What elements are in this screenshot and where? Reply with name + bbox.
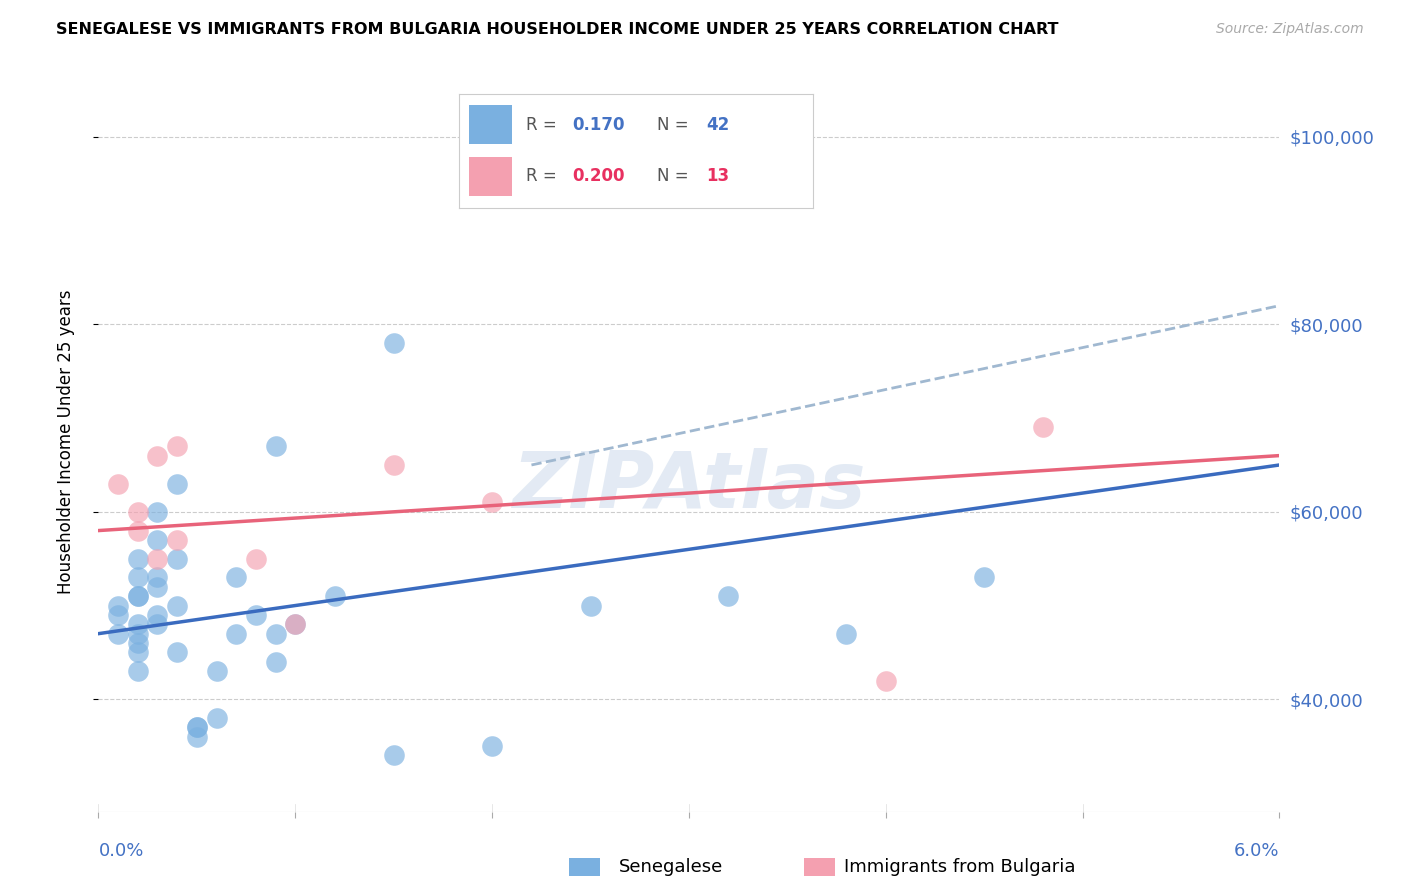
Point [127, 589, 149, 603]
Point [146, 570, 169, 584]
Point [186, 720, 208, 734]
Point [225, 570, 247, 584]
Text: 0.0%: 0.0% [98, 842, 143, 860]
Point [146, 580, 169, 594]
Point [264, 655, 287, 669]
Point [127, 664, 149, 678]
Point [146, 533, 169, 547]
Point [107, 476, 129, 491]
Point [107, 626, 129, 640]
Point [382, 748, 405, 763]
Point [717, 589, 740, 603]
Text: Source: ZipAtlas.com: Source: ZipAtlas.com [1216, 22, 1364, 37]
Point [166, 645, 188, 659]
Point [973, 570, 995, 584]
Point [166, 476, 188, 491]
Point [382, 336, 405, 351]
Point [107, 599, 129, 613]
Point [166, 439, 188, 453]
Point [146, 551, 169, 566]
Point [481, 495, 503, 509]
Point [835, 626, 858, 640]
Point [205, 711, 228, 725]
Point [382, 458, 405, 472]
Point [284, 617, 307, 632]
Point [127, 617, 149, 632]
Point [146, 607, 169, 622]
Point [264, 439, 287, 453]
Point [264, 626, 287, 640]
Point [127, 524, 149, 538]
Point [146, 449, 169, 463]
Text: SENEGALESE VS IMMIGRANTS FROM BULGARIA HOUSEHOLDER INCOME UNDER 25 YEARS CORRELA: SENEGALESE VS IMMIGRANTS FROM BULGARIA H… [56, 22, 1059, 37]
Point [166, 599, 188, 613]
Text: ZIPAtlas: ZIPAtlas [512, 448, 866, 524]
Point [127, 645, 149, 659]
Point [127, 505, 149, 519]
Text: Immigrants from Bulgaria: Immigrants from Bulgaria [844, 858, 1076, 876]
Point [245, 607, 267, 622]
Point [481, 739, 503, 753]
Point [186, 720, 208, 734]
Point [146, 617, 169, 632]
Point [107, 607, 129, 622]
Point [225, 626, 247, 640]
Point [1032, 420, 1054, 434]
Point [186, 730, 208, 744]
Point [127, 570, 149, 584]
Point [245, 551, 267, 566]
Point [166, 551, 188, 566]
Point [127, 626, 149, 640]
Point [127, 551, 149, 566]
Point [323, 589, 346, 603]
Point [205, 664, 228, 678]
Point [127, 589, 149, 603]
Point [579, 599, 602, 613]
Text: 6.0%: 6.0% [1234, 842, 1279, 860]
Point [146, 505, 169, 519]
Y-axis label: Householder Income Under 25 years: Householder Income Under 25 years [56, 289, 75, 594]
Text: Senegalese: Senegalese [619, 858, 723, 876]
Point [284, 617, 307, 632]
Point [127, 636, 149, 650]
Point [166, 533, 188, 547]
Point [875, 673, 897, 688]
